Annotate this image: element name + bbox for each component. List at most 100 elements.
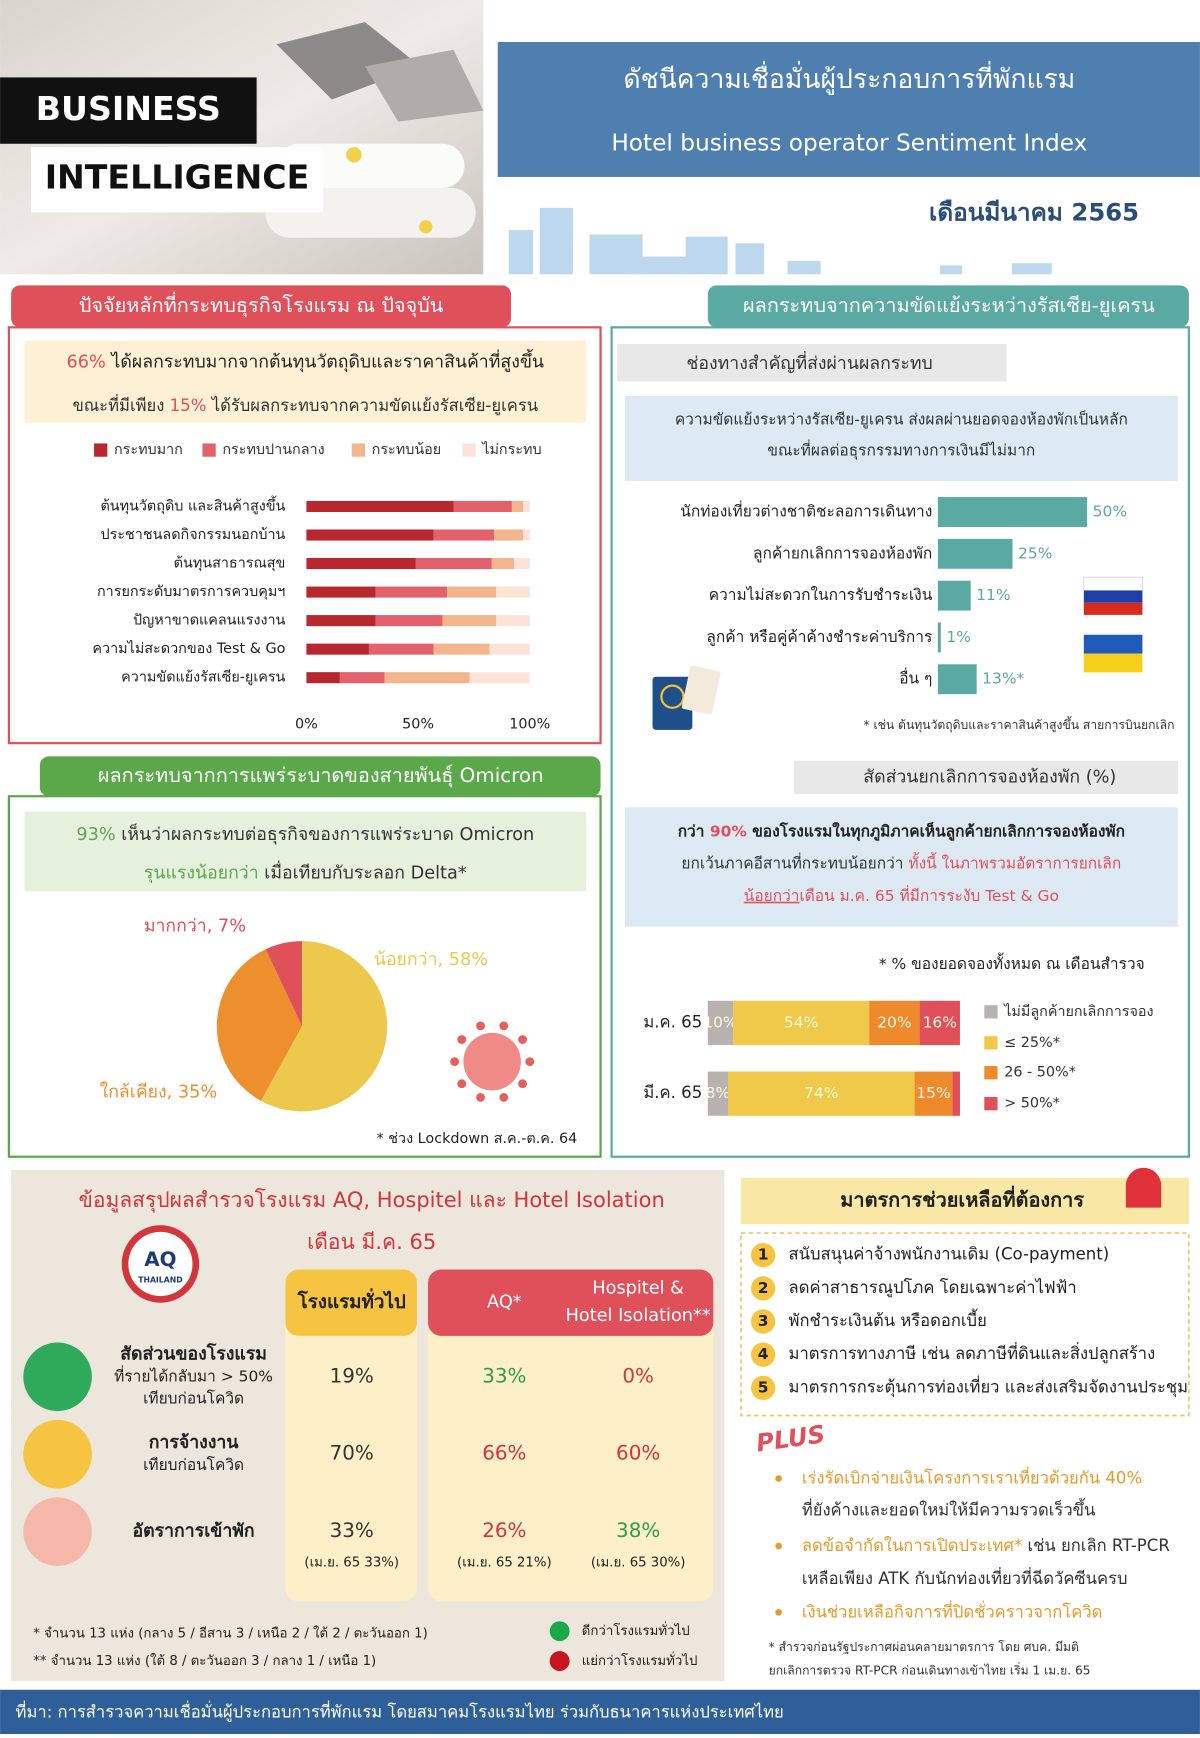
pie-label: น้อยกว่า, 58% xyxy=(374,950,488,970)
legend-dot xyxy=(549,1651,570,1671)
bullet xyxy=(775,1475,782,1482)
footnote: * จำนวน 13 แห่ง (กลาง 5 / อีสาน 3 / เหนื… xyxy=(33,1625,428,1641)
bar-segment xyxy=(306,615,376,627)
panel-border xyxy=(7,326,602,745)
row-label: เทียบก่อนโควิด xyxy=(143,1389,244,1407)
plus-line-part: ลดข้อจำกัดในการเปิดประเทศ* xyxy=(802,1536,1022,1555)
bar-segment xyxy=(489,643,530,655)
table-note: (เม.ย. 65 21%) xyxy=(457,1556,552,1571)
logo-text: AQ xyxy=(144,1248,176,1271)
virus-spike xyxy=(476,1021,485,1031)
category-label: นักท่องเที่ยวต่างชาติชะลอการเดินทาง xyxy=(680,501,932,521)
row-label: ที่รายได้กลับมา > 50% xyxy=(114,1365,273,1385)
value-label: 10% xyxy=(703,1013,737,1031)
bar-segment xyxy=(415,558,492,570)
measure-item: พักชำระเงินต้น หรือดอกเบี้ย xyxy=(789,1308,987,1330)
column-header-text: Hotel Isolation** xyxy=(566,1306,711,1326)
measure-item: สนับสนุนค่าจ้างพนักงานเดิม (Co-payment) xyxy=(789,1245,1110,1265)
column-header-text: AQ* xyxy=(487,1293,522,1313)
plus-line-part: เหลือเพียง ATK กับนักท่องเที่ยวที่ฉีดวัค… xyxy=(802,1567,1128,1588)
category-label: ต้นทุนสาธารณสุข xyxy=(174,556,286,572)
summary-line: ขณะที่มีเพียง 15% ได้รับผลกระทบจากความขั… xyxy=(72,393,538,415)
note: * ช่วง Lockdown ส.ค.-ต.ค. 64 xyxy=(377,1131,578,1147)
bar-segment xyxy=(433,529,495,541)
survey-title: เดือน มี.ค. 65 xyxy=(307,1229,436,1254)
note: * เช่น ต้นทุนวัตถุดิบและราคาสินค้าสูงขึ้… xyxy=(864,716,1175,733)
summary-line: รุนแรงน้อยกว่า เมื่อเทียบกับระลอก Delta* xyxy=(144,861,467,884)
section-heading: ผลกระทบจากการแพร่ระบาดของสายพันธุ์ Omicr… xyxy=(98,764,544,788)
legend-label: ไม่มีลูกค้ายกเลิกการจอง xyxy=(1003,1003,1153,1020)
value-label: 11% xyxy=(976,586,1010,604)
table-cell: 66% xyxy=(482,1442,526,1465)
panel-border xyxy=(610,326,1190,1158)
badge-box xyxy=(0,77,257,144)
summary-line-part: เมื่อเทียบกับระลอก Delta* xyxy=(259,861,467,884)
virus-spike xyxy=(457,1035,467,1044)
virus-icon xyxy=(450,1021,535,1102)
bar-segment xyxy=(306,586,376,598)
bar-segment xyxy=(375,586,448,598)
category-label: ลูกค้ายกเลิกการจองห้องพัก xyxy=(753,544,932,563)
logo-text: THAILAND xyxy=(138,1276,183,1285)
section-heading: ผลกระทบจากความขัดแย้งระหว่างรัสเซีย-ยูเค… xyxy=(743,294,1155,318)
source-bar xyxy=(0,1689,1200,1734)
legend-label: > 50%* xyxy=(1004,1096,1060,1112)
number-badge xyxy=(750,1242,776,1268)
bar-segment xyxy=(447,586,497,598)
bar-segment xyxy=(514,558,530,570)
table-cell: 33% xyxy=(330,1519,374,1542)
plus-line: เงินช่วยเหลือกิจการที่ปิดชั่วคราวจากโควิ… xyxy=(802,1600,1103,1621)
summary-line-part: 90% xyxy=(710,822,748,840)
bar-segment xyxy=(491,558,515,570)
bullet xyxy=(775,1542,782,1550)
summary-box xyxy=(624,807,1178,927)
column-header xyxy=(285,1269,417,1336)
summary-line-part: ขณะที่มีเพียง xyxy=(72,393,169,414)
plus-line: ลดข้อจำกัดในการเปิดประเทศ* เช่น ยกเลิก R… xyxy=(802,1536,1171,1555)
value-label: 25% xyxy=(1018,544,1052,562)
measures-heading: มาตรการช่วยเหลือที่ต้องการ xyxy=(840,1184,1084,1211)
flag-ru xyxy=(1083,602,1143,615)
subheading-box xyxy=(617,343,1007,382)
virus-spike xyxy=(499,1021,509,1031)
plus-line: ที่ยังค้างและยอดใหม่ให้มีความรวดเร็วขึ้น xyxy=(802,1497,1095,1519)
summary-line: ยกเว้นภาคอีสานที่กระทบน้อยกว่า ทั้งนี้ ใ… xyxy=(681,851,1121,872)
value-label: 8% xyxy=(706,1084,731,1102)
value-label: 74% xyxy=(804,1084,838,1102)
bar-segment xyxy=(523,529,530,541)
footnote: ยกเลิกการตรวจ RT-PCR ก่อนเดินทางเข้าไทย … xyxy=(769,1661,1091,1677)
footnote: ** จำนวน 13 แห่ง (ใต้ 8 / ตะวันออก 3 / ก… xyxy=(33,1653,376,1669)
survey-title: ข้อมูลสรุปผลสำรวจโรงแรม AQ, Hospitel และ… xyxy=(78,1187,664,1213)
bar-segment xyxy=(496,615,530,627)
measures-box xyxy=(740,1232,1190,1417)
bar-segment xyxy=(375,615,443,627)
value-label: 50% xyxy=(1093,503,1127,521)
plus-line-part: เร่งรัดเบิกจ่ายเงินโครงการเราเที่ยวด้วยก… xyxy=(802,1466,1142,1487)
virus-spike xyxy=(450,1057,460,1067)
section-tab xyxy=(39,756,601,797)
legend-label: ไม่กระทบ xyxy=(481,441,541,458)
item-number: 2 xyxy=(758,1279,769,1297)
skyline xyxy=(508,207,1052,275)
summary-line-part: ได้ผลกระทบมากจากต้นทุนวัตถุดิบและราคาสิน… xyxy=(106,349,544,373)
measures-header xyxy=(740,1177,1189,1225)
category-label: ประชาชนลดกิจกรรมนอกบ้าน xyxy=(101,527,286,543)
plus-line-part: ที่ยังค้างและยอดใหม่ให้มีความรวดเร็วขึ้น xyxy=(802,1497,1095,1519)
row-label: เทียบก่อนโควิด xyxy=(143,1456,244,1474)
category-label: ความขัดแย้งรัสเซีย-ยูเครน xyxy=(121,669,285,686)
summary-box xyxy=(24,340,587,423)
number-badge xyxy=(750,1309,776,1334)
summary-line-part: 93% xyxy=(76,825,115,845)
summary-line: 93% เห็นว่าผลกระทบต่อธุรกิจของการแพร่ระบ… xyxy=(76,823,534,845)
bullet xyxy=(775,1609,782,1616)
number-badge xyxy=(750,1375,776,1401)
title-box xyxy=(497,42,1200,177)
legend-label: กระทบปานกลาง xyxy=(222,442,324,458)
subheading: สัดส่วนยกเลิกการจองห้องพัก (%) xyxy=(863,767,1116,787)
pie-slice xyxy=(216,949,302,1101)
column-body xyxy=(285,1269,417,1602)
bar-segment xyxy=(914,1071,953,1116)
summary-box xyxy=(624,395,1178,482)
note: * % ของยอดจองทั้งหมด ณ เดือนสำรวจ xyxy=(879,952,1145,973)
